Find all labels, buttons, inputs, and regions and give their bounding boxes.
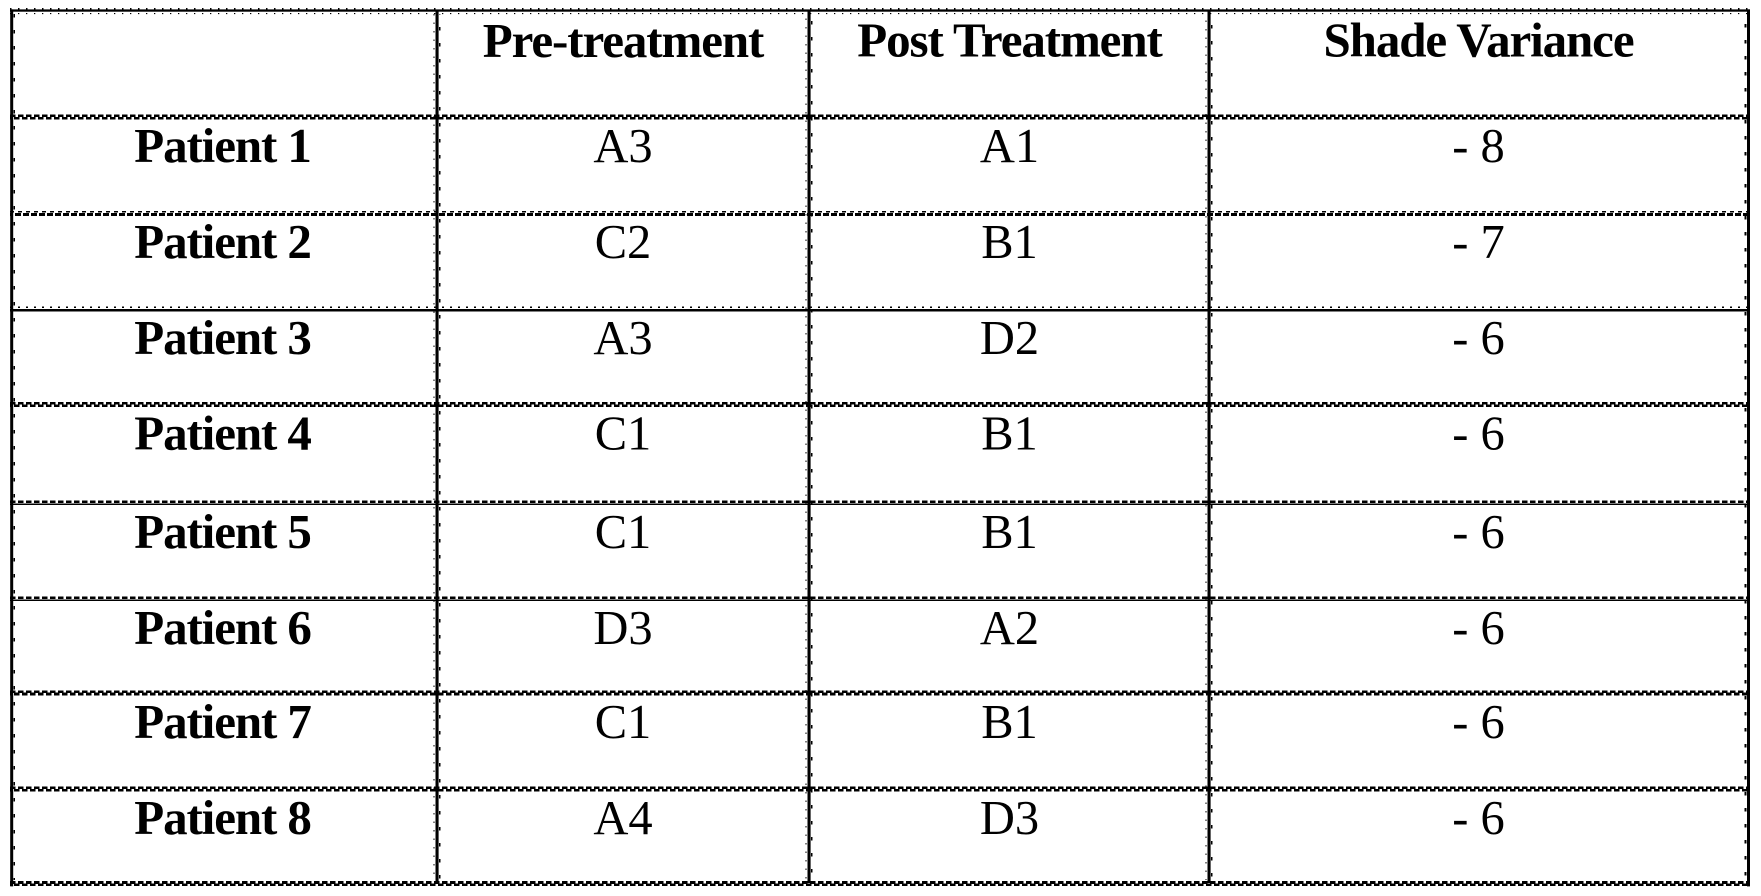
svg-text:A3: A3 <box>593 312 652 365</box>
svg-text:- 6: - 6 <box>1452 408 1505 461</box>
svg-text:Patient 8: Patient 8 <box>134 790 311 845</box>
svg-text:C1: C1 <box>595 408 652 461</box>
svg-text:B1: B1 <box>981 506 1038 559</box>
svg-text:Patient 4: Patient 4 <box>134 406 311 461</box>
svg-text:- 6: - 6 <box>1452 792 1505 845</box>
svg-text:Patient 6: Patient 6 <box>134 600 311 655</box>
svg-text:Post Treatment: Post Treatment <box>857 13 1163 68</box>
svg-text:B1: B1 <box>981 216 1038 269</box>
svg-text:Shade Variance: Shade Variance <box>1324 13 1634 68</box>
svg-text:C1: C1 <box>595 696 652 749</box>
svg-text:B1: B1 <box>981 408 1038 461</box>
svg-text:- 6: - 6 <box>1452 506 1505 559</box>
svg-text:- 6: - 6 <box>1452 696 1505 749</box>
svg-text:- 7: - 7 <box>1452 216 1505 269</box>
svg-text:A3: A3 <box>593 120 652 173</box>
svg-text:Patient 3: Patient 3 <box>134 310 311 365</box>
svg-text:- 6: - 6 <box>1452 602 1505 655</box>
svg-text:D3: D3 <box>980 792 1039 845</box>
svg-text:Pre-treatment: Pre-treatment <box>483 13 765 68</box>
svg-text:C1: C1 <box>595 506 652 559</box>
svg-text:B1: B1 <box>981 696 1038 749</box>
svg-text:D3: D3 <box>593 602 652 655</box>
svg-text:Patient 1: Patient 1 <box>134 118 311 173</box>
svg-text:A1: A1 <box>980 120 1039 173</box>
svg-text:- 8: - 8 <box>1452 120 1505 173</box>
svg-text:Patient 5: Patient 5 <box>134 504 311 559</box>
svg-text:C2: C2 <box>595 216 652 269</box>
svg-text:Patient 7: Patient 7 <box>134 694 311 749</box>
svg-text:A4: A4 <box>593 792 652 845</box>
svg-text:D2: D2 <box>980 312 1039 365</box>
svg-text:Patient 2: Patient 2 <box>134 214 311 269</box>
svg-text:- 6: - 6 <box>1452 312 1505 365</box>
svg-text:A2: A2 <box>980 602 1039 655</box>
